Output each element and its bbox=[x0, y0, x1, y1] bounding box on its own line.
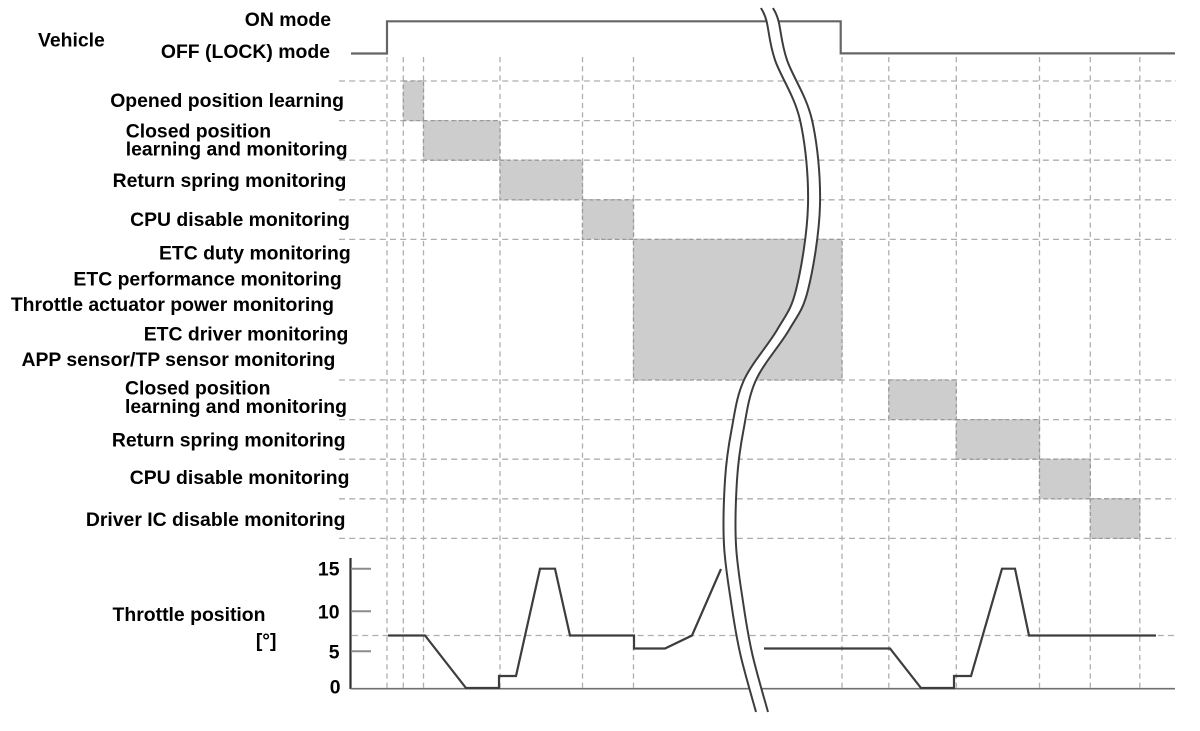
svg-text:[°]: [°] bbox=[256, 630, 277, 652]
svg-text:ETC performance monitoring: ETC performance monitoring bbox=[73, 269, 341, 291]
svg-text:ETC duty monitoring: ETC duty monitoring bbox=[159, 243, 351, 265]
svg-text:Vehicle: Vehicle bbox=[38, 30, 105, 52]
svg-text:OFF (LOCK) mode: OFF (LOCK) mode bbox=[161, 41, 330, 63]
svg-text:Driver IC disable monitoring: Driver IC disable monitoring bbox=[86, 509, 346, 531]
svg-text:ETC driver monitoring: ETC driver monitoring bbox=[144, 324, 349, 346]
svg-text:APP sensor/TP sensor monitorin: APP sensor/TP sensor monitoring bbox=[21, 349, 335, 371]
svg-text:5: 5 bbox=[329, 641, 340, 663]
svg-text:learning and monitoring: learning and monitoring bbox=[126, 139, 348, 161]
svg-text:0: 0 bbox=[330, 677, 341, 699]
svg-text:Opened position learning: Opened position learning bbox=[110, 90, 344, 112]
svg-text:CPU disable monitoring: CPU disable monitoring bbox=[130, 209, 350, 231]
svg-text:Closed position: Closed position bbox=[126, 120, 271, 142]
svg-text:learning and monitoring: learning and monitoring bbox=[125, 396, 347, 418]
svg-text:Throttle position: Throttle position bbox=[113, 604, 266, 626]
svg-text:CPU disable monitoring: CPU disable monitoring bbox=[130, 467, 350, 489]
svg-text:Throttle actuator power monito: Throttle actuator power monitoring bbox=[11, 294, 334, 316]
svg-text:Closed position: Closed position bbox=[125, 377, 270, 399]
svg-text:Return spring monitoring: Return spring monitoring bbox=[112, 430, 346, 452]
svg-text:15: 15 bbox=[318, 559, 340, 581]
svg-text:ON mode: ON mode bbox=[245, 9, 331, 31]
svg-text:10: 10 bbox=[318, 601, 340, 623]
svg-text:Return spring monitoring: Return spring monitoring bbox=[113, 170, 347, 192]
